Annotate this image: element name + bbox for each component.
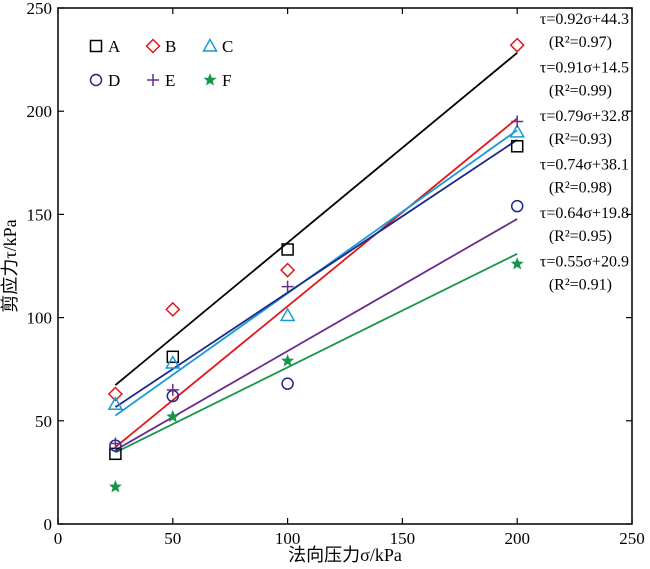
fit-equation-e: τ=0.64σ+19.8 (540, 205, 629, 222)
fit-r2-d: (R²=0.98) (549, 180, 612, 197)
legend-label-a: A (108, 37, 121, 56)
point-e (109, 437, 122, 450)
y-axis: 0 50 100 150 200 250 (27, 0, 632, 534)
legend-label-f: F (222, 71, 231, 90)
y-tick-label: 50 (35, 412, 52, 431)
fit-r2-e: (R²=0.95) (549, 228, 612, 245)
y-tick-label: 100 (27, 309, 53, 328)
fit-equation-f: τ=0.55σ+20.9 (540, 254, 629, 271)
fit-r2-b: (R²=0.99) (549, 83, 612, 100)
point-e (511, 115, 524, 128)
legend-marker-e (147, 74, 159, 86)
legend-label-e: E (165, 71, 175, 90)
y-axis-title: 剪应力τ/kPa (0, 219, 20, 312)
point-b (509, 37, 525, 53)
point-c (509, 123, 525, 138)
y-tick-label: 150 (27, 205, 53, 224)
y-tick-label: 250 (27, 0, 53, 18)
legend-marker-a (89, 39, 103, 53)
x-tick-label: 50 (164, 529, 181, 548)
point-c (107, 396, 124, 411)
point-f (510, 257, 524, 270)
point-b (165, 301, 181, 317)
point-e (281, 280, 294, 293)
fit-lines (114, 52, 518, 454)
plot-frame (57, 7, 633, 525)
x-tick-label: 100 (275, 529, 301, 548)
fit-line-d (114, 139, 518, 408)
point-d (281, 377, 294, 390)
point-c (165, 354, 181, 369)
point-b (107, 386, 123, 402)
y-tick-label: 200 (27, 102, 53, 121)
point-a (281, 243, 294, 256)
x-axis: 0 50 100 150 200 250 (54, 8, 645, 548)
point-c (279, 307, 296, 322)
legend-label-d: D (108, 71, 120, 90)
legend-marker-b (145, 38, 161, 54)
legend-label-b: B (165, 37, 176, 56)
point-f (108, 480, 122, 493)
fit-equation-a: τ=0.92σ+44.3 (540, 11, 629, 28)
legend-label-c: C (222, 37, 233, 56)
legend-marker-f (203, 73, 217, 86)
legend: A B C D E F (89, 37, 233, 90)
point-a (510, 140, 524, 153)
fit-line-a (114, 52, 518, 386)
point-f (281, 354, 295, 367)
fit-equation-c: τ=0.79σ+32.8 (540, 108, 629, 125)
x-tick-label: 250 (619, 529, 645, 548)
legend-marker-d (89, 73, 103, 87)
fit-r2-c: (R²=0.93) (549, 131, 612, 148)
fit-equation-b: τ=0.91σ+14.5 (540, 60, 629, 77)
x-tick-label: 150 (390, 529, 416, 548)
fit-line-f (115, 253, 518, 454)
y-tick-label: 0 (44, 515, 53, 534)
point-b (280, 262, 296, 278)
x-tick-label: 0 (54, 529, 63, 548)
point-e (166, 383, 179, 396)
fit-r2-f: (R²=0.91) (549, 277, 612, 294)
point-f (166, 409, 180, 423)
fit-line-b (114, 117, 518, 448)
x-tick-label: 200 (504, 529, 530, 548)
fit-r2-a: (R²=0.97) (549, 34, 612, 51)
fit-equation-d: τ=0.74σ+38.1 (540, 157, 629, 174)
data-points (107, 37, 525, 493)
fit-line-e (114, 218, 518, 451)
fit-equations: τ=0.92σ+44.3 (R²=0.97) τ=0.91σ+14.5 (R²=0.9… (540, 11, 629, 294)
x-axis-title: 法向压力σ/kPa (288, 545, 402, 565)
point-a (166, 350, 180, 364)
point-d (510, 199, 524, 213)
legend-marker-c (202, 37, 218, 52)
